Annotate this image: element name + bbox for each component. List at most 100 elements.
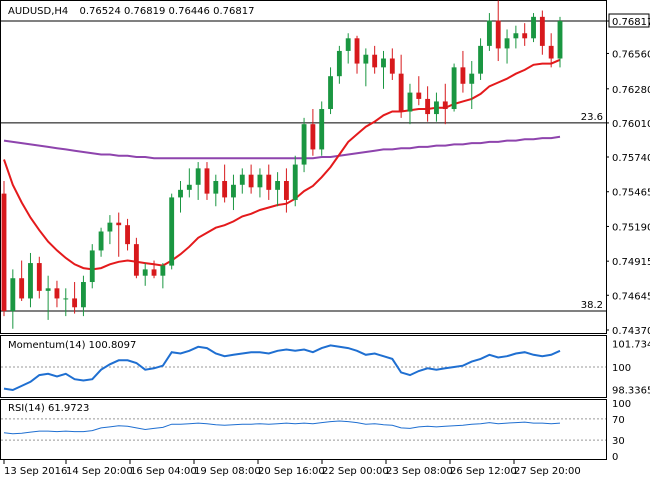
price-layer: 23.6 38.2 — [1, 0, 606, 329]
candle-body — [504, 38, 510, 49]
last-price-box — [608, 13, 650, 28]
x-tick-label: 26 Sep 12:00 — [450, 466, 517, 477]
candle-body — [548, 45, 554, 59]
candle-body — [28, 263, 33, 299]
x-tick-label: 27 Sep 20:00 — [514, 466, 581, 477]
candle-body — [10, 278, 16, 312]
candle-body — [178, 189, 183, 198]
momentum-pane-border — [0, 335, 607, 398]
rsi-tick-label: 30 — [612, 436, 625, 447]
candle-body — [310, 124, 316, 150]
chart-ohlc: 0.76524 0.76819 0.76446 0.76817 — [79, 6, 254, 17]
rsi-pane-border — [0, 399, 607, 460]
candle-body — [389, 58, 395, 74]
candle-body — [89, 250, 95, 283]
candle-body — [372, 54, 378, 68]
candle-body — [19, 278, 25, 299]
candle-body — [425, 98, 431, 115]
candle-body — [407, 92, 413, 112]
candle-body — [442, 101, 448, 110]
price-tick-label: 0.74645 — [612, 291, 650, 302]
candle-body — [213, 180, 219, 194]
candle-body — [513, 33, 519, 39]
candle-body — [72, 298, 78, 308]
candle-body — [116, 222, 122, 226]
candle-body — [1, 193, 7, 312]
candle-body — [319, 109, 325, 150]
candle-body — [107, 222, 113, 232]
candle-body — [239, 174, 245, 185]
x-tick-label: 23 Sep 08:00 — [386, 466, 453, 477]
fib-label-1: 38.2 — [581, 300, 603, 311]
fib-label-0: 23.6 — [581, 112, 603, 123]
candle-body — [248, 174, 254, 188]
axis-layer: 0.76817 0.76560 0.76280 0.76010 0.75740 0.754… — [3, 13, 650, 477]
candle-body — [169, 197, 175, 266]
price-tick-label: 0.74370 — [612, 326, 650, 337]
x-tick-label: 22 Sep 00:00 — [322, 466, 389, 477]
candle-body — [54, 288, 60, 299]
chart-title: AUDUSD,H4 0.76524 0.76819 0.76446 0.7681… — [8, 6, 254, 17]
candle-body — [495, 20, 501, 49]
rsi-line — [3, 420, 561, 435]
candle-body — [283, 180, 289, 200]
candle-body — [478, 45, 483, 74]
candle-body — [186, 184, 192, 190]
x-tick-label: 16 Sep 04:00 — [130, 466, 197, 477]
rsi-tick-label: 100 — [612, 399, 631, 410]
candle-body — [204, 168, 210, 194]
rsi-tick-label: 70 — [612, 415, 625, 426]
candle-body — [522, 33, 528, 39]
rsi-title: RSI(14) 61.9723 — [8, 403, 89, 414]
rsi-tick-label: 0 — [612, 452, 618, 463]
candle-body — [486, 20, 492, 46]
ema-fast-line — [3, 58, 561, 271]
price-tick-label: 0.75465 — [612, 188, 650, 199]
candle-body — [63, 298, 69, 300]
candle-body — [354, 38, 360, 64]
momentum-tick-label: 98.3365 — [612, 385, 650, 396]
candle-body — [125, 225, 130, 245]
candle-body — [195, 168, 201, 185]
candle-body — [451, 67, 457, 110]
momentum-title: Momentum(14) 100.8097 — [8, 340, 136, 351]
candle-body — [292, 164, 298, 200]
candle-body — [98, 231, 104, 251]
candle-body — [266, 174, 272, 190]
candle-body — [434, 101, 439, 115]
chart-symbol: AUDUSD,H4 — [8, 6, 68, 17]
candle-body — [539, 16, 545, 46]
candle-body — [381, 58, 386, 68]
x-tick-label: 19 Sep 08:00 — [194, 466, 261, 477]
candle-body — [557, 21, 563, 59]
candle-body — [301, 124, 307, 165]
momentum-line — [3, 344, 561, 392]
candle-body — [222, 180, 228, 198]
x-tick-label: 13 Sep 2016 — [4, 466, 67, 477]
candle-body — [328, 76, 333, 110]
momentum-tick-label: 101.7344 — [612, 340, 650, 351]
candle-body — [36, 263, 42, 291]
candle-body — [398, 73, 404, 112]
price-pane-border — [0, 0, 607, 334]
candle-body — [257, 174, 263, 188]
candle-body — [151, 269, 157, 276]
candle-body — [142, 269, 148, 276]
price-tick-label: 0.76010 — [612, 119, 650, 130]
candle-body — [416, 92, 422, 99]
x-tick-label: 20 Sep 16:00 — [258, 466, 325, 477]
candle-body — [531, 16, 536, 39]
ema-slow-line — [3, 135, 561, 160]
price-tick-label: 0.75190 — [612, 222, 650, 233]
candle-body — [45, 288, 51, 291]
price-tick-label: 0.75740 — [612, 153, 650, 164]
price-tick-label: 0.74915 — [612, 257, 650, 268]
rsi-layer — [1, 418, 606, 441]
price-tick-label: 0.76280 — [612, 85, 650, 96]
candle-body — [160, 265, 166, 276]
candle-body — [336, 50, 342, 77]
last-price-label: 0.76817 — [612, 17, 650, 28]
candle-body — [275, 180, 281, 190]
